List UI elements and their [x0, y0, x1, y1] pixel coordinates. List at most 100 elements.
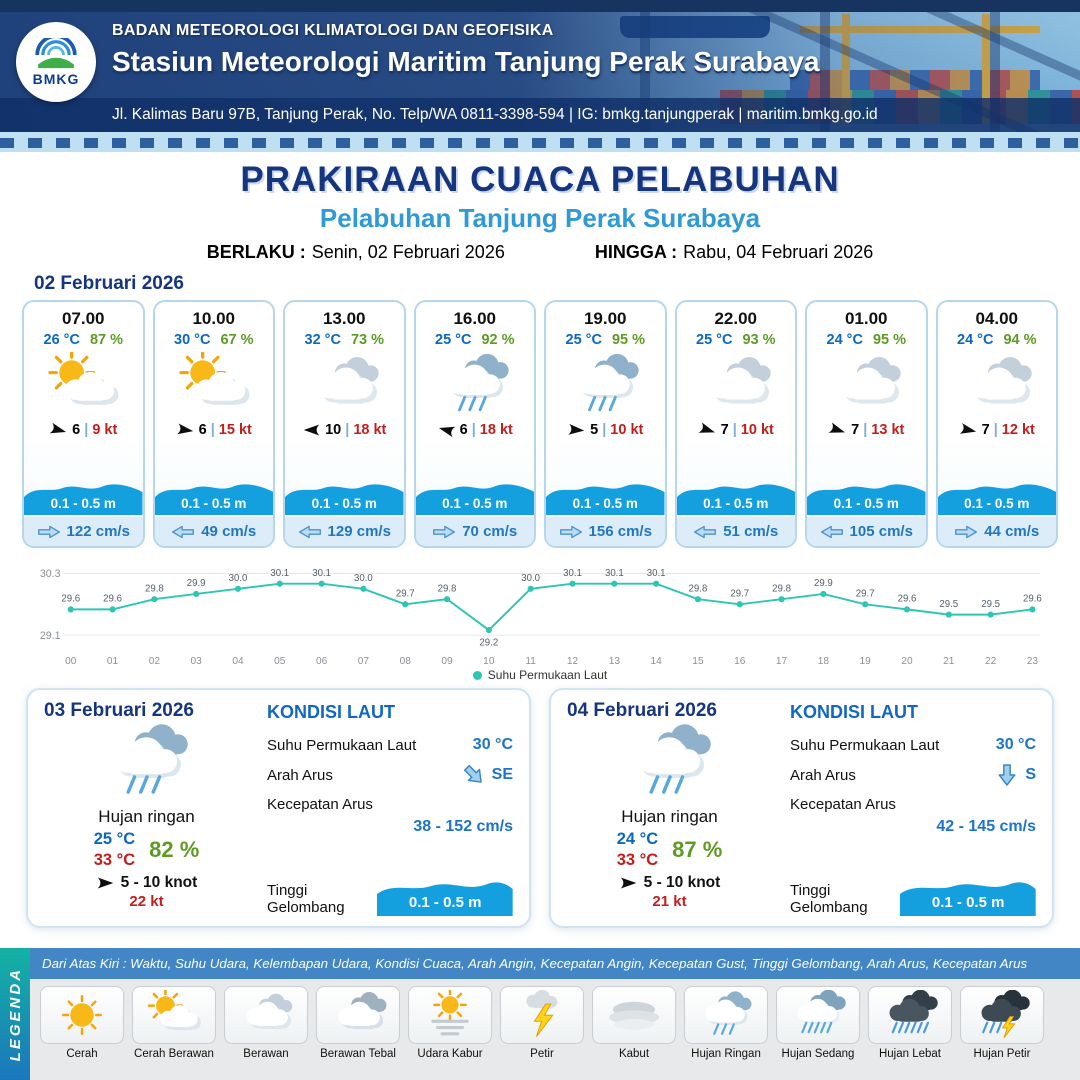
svg-text:21: 21 — [943, 656, 955, 667]
daily-summary-row: 03 Februari 2026 Hujan ringan 25 °C 33 °… — [0, 688, 1080, 928]
legend-item: Kabut — [590, 986, 678, 1060]
temp-humidity-row: 25 °C 93 % — [677, 332, 796, 348]
wind-direction-icon — [437, 423, 456, 438]
temp-max: 33 °C — [93, 851, 136, 869]
wave-height-label: Tinggi Gelombang — [267, 882, 345, 916]
legend-item: Petir — [498, 986, 586, 1060]
current-direction-icon — [37, 524, 61, 540]
page-title: PRAKIRAAN CUACA PELABUHAN — [240, 160, 840, 199]
current-row: 44 cm/s — [937, 515, 1056, 546]
separator: | — [732, 422, 737, 438]
weather-icon — [155, 348, 274, 422]
svg-text:29.7: 29.7 — [856, 589, 875, 600]
svg-text:19: 19 — [860, 656, 872, 667]
current-row: 49 cm/s — [154, 515, 273, 546]
forecast-card: 10.00 30 °C 67 % 6 | 15 kt 0.1 - 0.5 m 4… — [152, 300, 275, 548]
legend-item: Cerah — [38, 986, 126, 1060]
current-direction-label: Arah Arus — [267, 766, 333, 784]
current-row: 51 cm/s — [676, 515, 795, 546]
weather-icon — [546, 348, 665, 422]
current-direction-icon — [171, 524, 195, 540]
header-top-bar — [0, 0, 1080, 12]
day-forecast-card: 04 Februari 2026 Hujan ringan 24 °C 33 °… — [549, 688, 1054, 928]
svg-text:14: 14 — [651, 656, 663, 667]
wave-icon — [154, 484, 273, 515]
legend-item: Berawan Tebal — [314, 986, 402, 1060]
air-temperature: 24 °C — [826, 332, 863, 348]
humidity: 95 % — [611, 332, 645, 348]
svg-text:16: 16 — [734, 656, 746, 667]
current-speed-value: 38 - 152 cm/s — [413, 818, 513, 835]
current-speed-value: 42 - 145 cm/s — [936, 818, 1036, 835]
humidity: 82 % — [149, 837, 200, 862]
wave-icon — [937, 484, 1056, 515]
sst-line-chart: 30.3 29.1 29.6 00 29.6 01 29.8 02 29.9 03 30.0 04 30… — [40, 568, 1042, 667]
cerah-icon — [40, 986, 124, 1044]
svg-text:30.1: 30.1 — [647, 568, 666, 579]
wind-speed: 6 — [198, 422, 207, 438]
bmkg-logo-text: BMKG — [32, 70, 80, 87]
humidity: 87 % — [89, 332, 123, 348]
legend-item: Cerah Berawan — [130, 986, 218, 1060]
svg-text:29.7: 29.7 — [396, 589, 415, 600]
wind-row: 7 | 13 kt — [807, 422, 926, 438]
chart-legend: Suhu Permukaan Laut — [18, 668, 1062, 682]
current-direction-icon — [997, 763, 1017, 787]
forecast-time: 16.00 — [453, 309, 497, 328]
separator: | — [993, 422, 998, 438]
temp-humidity-row: 25 °C 92 % — [416, 332, 535, 348]
wind-speed: 5 - 10 knot — [120, 874, 198, 891]
svg-text:11: 11 — [525, 656, 536, 667]
svg-text:29.2: 29.2 — [479, 638, 498, 649]
valid-from: BERLAKU : Senin, 02 Februari 2026 — [206, 242, 505, 262]
legend-item-label: Hujan Petir — [973, 1048, 1031, 1060]
berawan-tebal-icon — [316, 986, 400, 1044]
day-date: 04 Februari 2026 — [567, 700, 717, 721]
separator: | — [602, 422, 607, 438]
gust-speed: 9 kt — [92, 422, 118, 438]
forecast-card: 07.00 26 °C 87 % 6 | 9 kt 0.1 - 0.5 m 12… — [22, 300, 145, 548]
weather-condition: Hujan ringan — [98, 807, 195, 826]
forecast-card: 13.00 32 °C 73 % 10 | 18 kt 0.1 - 0.5 m … — [283, 300, 406, 548]
wind-speed: 5 — [590, 422, 599, 438]
svg-text:00: 00 — [65, 656, 77, 667]
legend-item-label: Udara Kabur — [417, 1048, 483, 1060]
wave-icon — [546, 484, 665, 515]
air-temperature: 26 °C — [43, 332, 80, 348]
legend-section: LEGENDA Dari Atas Kiri : Waktu, Suhu Uda… — [0, 948, 1080, 1080]
svg-text:29.9: 29.9 — [814, 578, 833, 589]
forecast-time: 22.00 — [714, 309, 758, 328]
wind-row: 10 | 18 kt — [285, 422, 404, 438]
wind-row: 5 - 10 knot — [619, 874, 721, 892]
wind-speed: 5 - 10 knot — [643, 874, 721, 891]
svg-text:02: 02 — [149, 656, 161, 667]
wind-row: 7 | 12 kt — [938, 422, 1057, 438]
legend-description: Dari Atas Kiri : Waktu, Suhu Udara, Kele… — [30, 948, 1080, 979]
page-subtitle: Pelabuhan Tanjung Perak Surabaya — [319, 203, 761, 233]
humidity: 95 % — [872, 332, 906, 348]
weather-icon — [416, 348, 535, 422]
wind-row: 5 | 10 kt — [546, 422, 665, 438]
current-row: 122 cm/s — [24, 515, 143, 546]
wind-speed: 6 — [459, 422, 468, 438]
kabut-icon — [592, 986, 676, 1044]
svg-text:07: 07 — [358, 656, 370, 667]
weather-icon — [93, 722, 201, 807]
weather-icon — [938, 348, 1057, 422]
wave-height-band: 0.1 - 0.5 m — [415, 475, 534, 515]
humidity: 73 % — [350, 332, 384, 348]
wind-direction-icon — [176, 423, 195, 437]
current-direction-icon — [432, 524, 456, 540]
separator: | — [863, 422, 868, 438]
wave-height: 0.1 - 0.5 m — [181, 496, 247, 511]
gust-speed: 13 kt — [871, 422, 905, 438]
svg-text:30.1: 30.1 — [605, 568, 624, 579]
wind-speed: 7 — [981, 422, 990, 438]
wave-height-band: 0.1 - 0.5 m — [154, 475, 273, 515]
temp-humidity-row: 30 °C 67 % — [155, 332, 274, 348]
gust-speed: 15 kt — [218, 422, 252, 438]
separator: | — [471, 422, 476, 438]
air-temperature: 30 °C — [174, 332, 211, 348]
wave-height-box: 0.1 - 0.5 m — [900, 874, 1036, 916]
